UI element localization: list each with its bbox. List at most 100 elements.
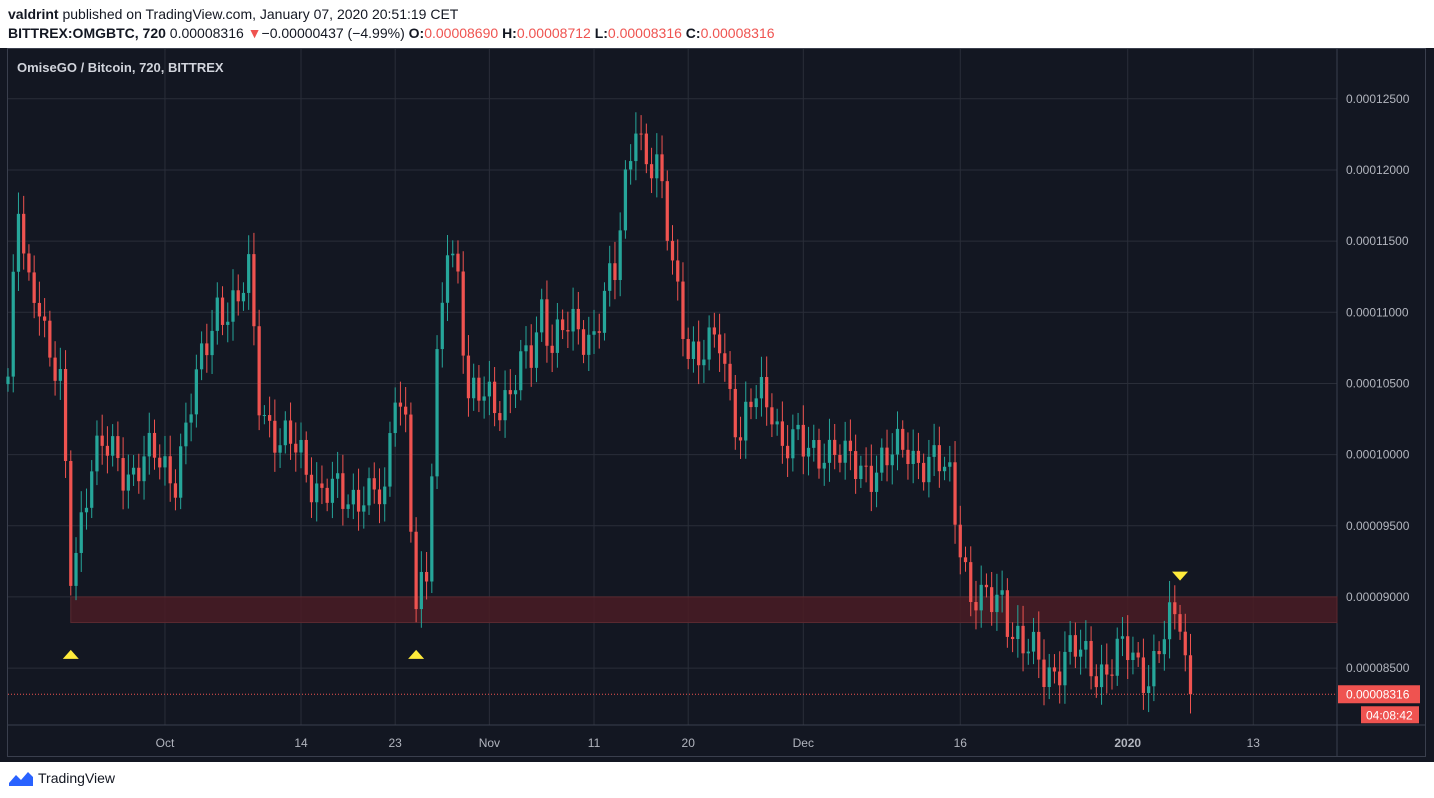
- candle-body: [885, 447, 889, 466]
- candle-body: [419, 571, 423, 610]
- time-axis: Oct 14 23 Nov 11 20 Dec 16 2020 13: [156, 736, 1261, 750]
- candle-body: [179, 446, 183, 498]
- candle-body: [644, 133, 648, 165]
- candle-body: [267, 415, 272, 421]
- candle-body: [116, 436, 120, 459]
- candle-body: [503, 390, 507, 421]
- candle-body: [409, 414, 413, 532]
- candle-body: [121, 458, 125, 491]
- candle-body: [351, 489, 355, 505]
- candle-body: [482, 396, 486, 401]
- candle-body: [1162, 639, 1166, 655]
- candle-body: [152, 432, 157, 458]
- tradingview-logo-text[interactable]: TradingView: [38, 770, 116, 786]
- candle-body: [874, 472, 879, 492]
- candle-body: [48, 320, 52, 358]
- candle-body: [1094, 676, 1098, 688]
- candle-body: [194, 369, 198, 415]
- candle-body: [963, 557, 968, 563]
- candle-body: [550, 345, 554, 353]
- candle-body: [629, 161, 633, 170]
- candle-body: [257, 326, 261, 416]
- time-tick-label: 11: [588, 736, 601, 750]
- candle-body: [158, 457, 162, 468]
- countdown-tag-bg: [1361, 706, 1419, 724]
- candle-body: [1073, 635, 1078, 657]
- price-tick-label: 0.00008500: [1346, 661, 1410, 675]
- candle-body: [540, 299, 544, 333]
- candle-body: [1120, 636, 1125, 639]
- candle-body: [613, 263, 617, 281]
- candle-body: [356, 489, 361, 512]
- candle-body: [519, 351, 523, 391]
- support-zone-rect: [70, 596, 1338, 624]
- candle-body: [1000, 590, 1004, 595]
- candle-body: [1167, 602, 1172, 640]
- time-tick-label: 14: [294, 736, 308, 750]
- candle-body: [236, 290, 240, 302]
- footer: TradingView: [0, 762, 1434, 798]
- price-axis: 0.00008500 0.00009000 0.00009500 0.00010000…: [1338, 92, 1420, 724]
- candle-body: [126, 474, 130, 491]
- candle-body: [796, 424, 800, 430]
- chart-title: OmiseGO / Bitcoin, 720, BITTREX: [17, 60, 224, 75]
- candle-body: [895, 428, 900, 455]
- candle-body: [1147, 686, 1151, 693]
- publish-header: valdrint published on TradingView.com, J…: [0, 0, 1434, 48]
- author-name[interactable]: valdrint: [8, 6, 59, 22]
- candle-body: [1037, 631, 1041, 660]
- candle-body: [791, 429, 795, 459]
- price-change: −0.00000437 (−4.99%): [261, 25, 405, 41]
- candle-body: [43, 316, 47, 321]
- candle-body: [461, 271, 465, 356]
- candle-body: [785, 445, 790, 459]
- candle-body: [1178, 614, 1182, 632]
- last-price-tag-bg: [1338, 685, 1420, 704]
- price-tick-label: 0.00009500: [1346, 519, 1410, 533]
- candle-body: [273, 420, 277, 453]
- candle-body: [220, 297, 225, 325]
- tradingview-logo-icon[interactable]: [8, 769, 34, 787]
- candle-body: [859, 465, 863, 480]
- candle-body: [37, 302, 42, 317]
- candle-body: [948, 462, 952, 467]
- candle-body: [163, 456, 167, 468]
- candle-body: [508, 390, 512, 395]
- support-zone: [70, 596, 1338, 624]
- candle-body: [702, 359, 706, 366]
- candle-body: [215, 297, 219, 331]
- candle-body: [901, 428, 905, 450]
- candle-body: [749, 401, 753, 408]
- candle-body: [854, 451, 858, 480]
- published-text: published on TradingView.com, January 07…: [58, 6, 459, 22]
- candle-body: [906, 449, 910, 464]
- time-tick-label: Dec: [793, 736, 814, 750]
- candle-body: [869, 465, 873, 492]
- candle-body: [1021, 625, 1025, 654]
- candle-body: [838, 454, 842, 463]
- candlestick-chart[interactable]: 0.00008500 0.00009000 0.00009500 0.00010000…: [0, 0, 1434, 762]
- candle-body: [927, 456, 931, 483]
- candle-body: [283, 420, 287, 446]
- candle-body: [241, 292, 246, 302]
- candle-body: [1052, 667, 1057, 672]
- candle-body: [1042, 659, 1046, 688]
- candle-body: [534, 332, 539, 368]
- candle-body: [723, 353, 727, 364]
- candle-body: [498, 413, 502, 421]
- change-down-icon: ▼: [247, 25, 262, 41]
- candle-body: [707, 327, 711, 360]
- high-label: H:: [502, 25, 517, 41]
- candle-body: [717, 334, 722, 354]
- candle-body: [27, 253, 31, 273]
- candle-body: [634, 133, 638, 162]
- chart-frame[interactable]: [7, 48, 1426, 757]
- candle-body: [362, 505, 366, 512]
- candle-body: [649, 164, 654, 179]
- candle-body: [199, 343, 204, 370]
- candle-body: [11, 271, 15, 377]
- candle-body: [1016, 625, 1020, 640]
- candle-body: [1131, 652, 1135, 661]
- candle-body: [728, 363, 732, 389]
- candle-body: [278, 445, 282, 453]
